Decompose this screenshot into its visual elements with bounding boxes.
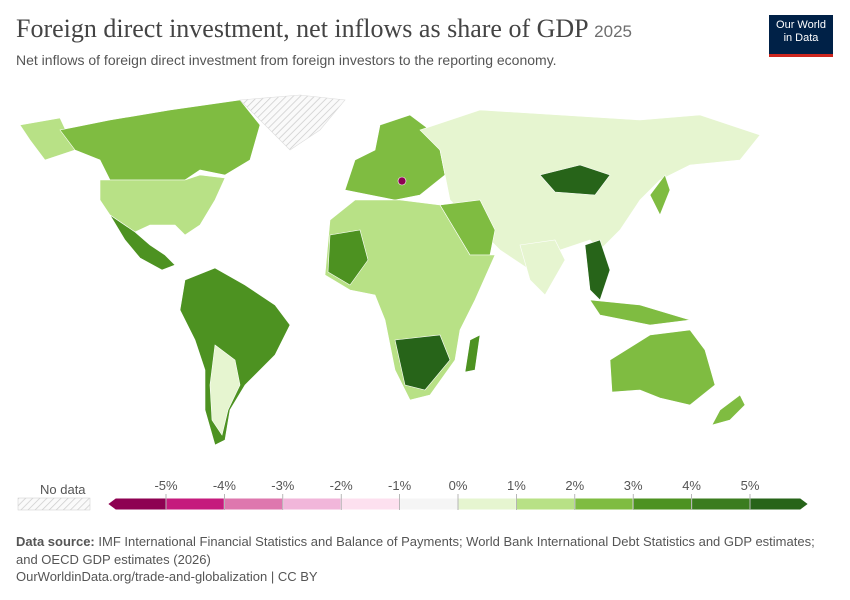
subtitle: Net inflows of foreign direct investment… <box>16 52 557 68</box>
africa[interactable] <box>324 199 496 401</box>
title-row: Foreign direct investment, net inflows a… <box>16 14 632 44</box>
west-africa[interactable] <box>327 229 369 286</box>
legend-tick-label: 2% <box>565 478 584 493</box>
source: IMF International Financial Statistics a… <box>16 534 815 567</box>
legend-tick-label: 1% <box>507 478 526 493</box>
hungary[interactable] <box>397 176 407 186</box>
legend-bin <box>165 497 225 511</box>
legend-bin <box>632 497 693 511</box>
url[interactable]: OurWorldinData.org/trade-and-globalizati… <box>16 569 318 584</box>
no-data-swatch <box>17 497 91 511</box>
middle-east[interactable] <box>439 199 496 256</box>
mongolia[interactable] <box>539 164 611 196</box>
madagascar[interactable] <box>464 334 481 373</box>
usa[interactable] <box>99 174 226 236</box>
legend-bin <box>515 497 576 511</box>
legend-bin <box>399 497 459 511</box>
new-zealand[interactable] <box>711 394 746 426</box>
australia[interactable] <box>609 329 716 406</box>
alaska[interactable] <box>19 117 76 161</box>
legend: -5% -4% -3% -2% -1% 0% 1% 2% 3% 4% 5% <box>106 478 810 511</box>
southeast-asia[interactable] <box>584 239 611 301</box>
canada[interactable] <box>59 99 261 181</box>
legend-tick-label: 5% <box>741 478 760 493</box>
legend-tick-label: -2% <box>330 478 354 493</box>
title: Foreign direct investment, net inflows a… <box>16 14 588 43</box>
legend-bin <box>749 497 810 511</box>
japan[interactable] <box>649 174 671 216</box>
russia-asia[interactable] <box>419 109 761 271</box>
greenland[interactable] <box>239 94 346 151</box>
legend-tick-label: 4% <box>682 478 701 493</box>
europe[interactable] <box>344 114 446 201</box>
logo[interactable]: Our World in Data <box>769 15 833 57</box>
legend-bin <box>574 497 634 511</box>
south-america[interactable] <box>179 267 291 446</box>
logo-line: in Data <box>783 32 819 44</box>
southern-africa[interactable] <box>394 334 451 391</box>
legend-bin <box>282 497 342 511</box>
logo-line: Our World <box>776 19 826 31</box>
legend-bin <box>457 497 517 511</box>
legend-tick-label: 3% <box>624 478 643 493</box>
legend-tick-label: -4% <box>213 478 237 493</box>
legend-bin <box>223 497 284 511</box>
countries <box>19 94 761 446</box>
legend-bin <box>340 497 401 511</box>
mexico[interactable] <box>109 214 176 271</box>
legend-bin <box>106 497 167 511</box>
indonesia[interactable] <box>589 299 691 326</box>
argentina[interactable] <box>209 344 241 436</box>
legend-bin <box>691 497 751 511</box>
legend-tick-label: -1% <box>388 478 412 493</box>
source-label: Data source: <box>16 534 95 549</box>
year: 2025 <box>594 22 632 41</box>
footer: Data source: IMF International Financial… <box>16 533 831 569</box>
legend-tick-label: -5% <box>154 478 178 493</box>
no-data-label: No data <box>40 482 86 497</box>
legend-tick-label: -3% <box>271 478 295 493</box>
india[interactable] <box>519 239 566 296</box>
legend-tick-label: 0% <box>449 478 468 493</box>
